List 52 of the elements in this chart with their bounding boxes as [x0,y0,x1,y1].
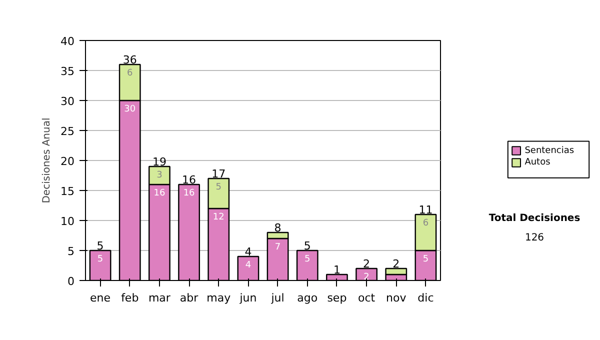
text: Total Decisiones [488,212,580,224]
x-tick-label: oct [358,292,376,304]
data-label: 30 [124,104,136,114]
x-tick-label: abr [180,292,199,304]
x-tick-label: mar [148,292,171,304]
text: 126 [524,232,544,244]
total-label: 16 [182,174,196,186]
total-label: 11 [418,204,433,216]
data-label: 5 [304,254,310,264]
total-label: 1 [333,264,340,276]
x-tick-label: feb [121,292,139,304]
data-label: 5 [216,182,222,192]
x-tick-label: ene [90,292,111,304]
x-tick-label: jun [238,292,257,304]
data-label: 7 [274,242,281,252]
data-label: 16 [183,188,196,198]
data-label: 4 [245,260,252,270]
legend-label: Sentencias [524,146,574,156]
data-label: 5 [422,254,429,264]
y-tick-label: 10 [60,215,75,228]
total-label: 17 [212,168,226,180]
x-tick-label: nov [386,292,407,304]
total-label: 2 [392,258,400,270]
legend-label: Autos [524,158,551,168]
total-label: 2 [363,258,370,270]
total-label: 19 [152,156,166,168]
data-label: 6 [127,68,134,78]
y-tick-label: 15 [60,185,75,198]
data-label: 6 [422,218,429,228]
x-tick-label: ago [297,292,318,304]
y-tick-label: 0 [68,275,74,288]
x-tick-label: sep [327,292,347,304]
data-label: 12 [212,212,224,222]
x-tick-label: jul [270,292,284,304]
total-label: 4 [244,246,252,258]
total-label: 8 [274,222,282,234]
y-tick-label: 30 [60,95,75,108]
y-axis-title: Decisiones Anual [42,118,53,204]
data-label: 3 [156,170,162,180]
y-tick-label: 40 [60,35,75,48]
x-tick-label: dic [418,292,434,304]
y-tick-label: 35 [60,65,75,78]
total-label: 36 [122,54,137,66]
total-label: 5 [304,240,311,252]
total-label: 5 [96,240,104,252]
y-tick-label: 5 [68,245,74,258]
x-tick-label: may [206,292,232,304]
y-tick-label: 25 [60,125,75,138]
data-label: 5 [97,254,104,264]
y-tick-label: 20 [60,155,75,168]
data-label: 16 [154,188,166,198]
data-label: 2 [364,272,370,282]
